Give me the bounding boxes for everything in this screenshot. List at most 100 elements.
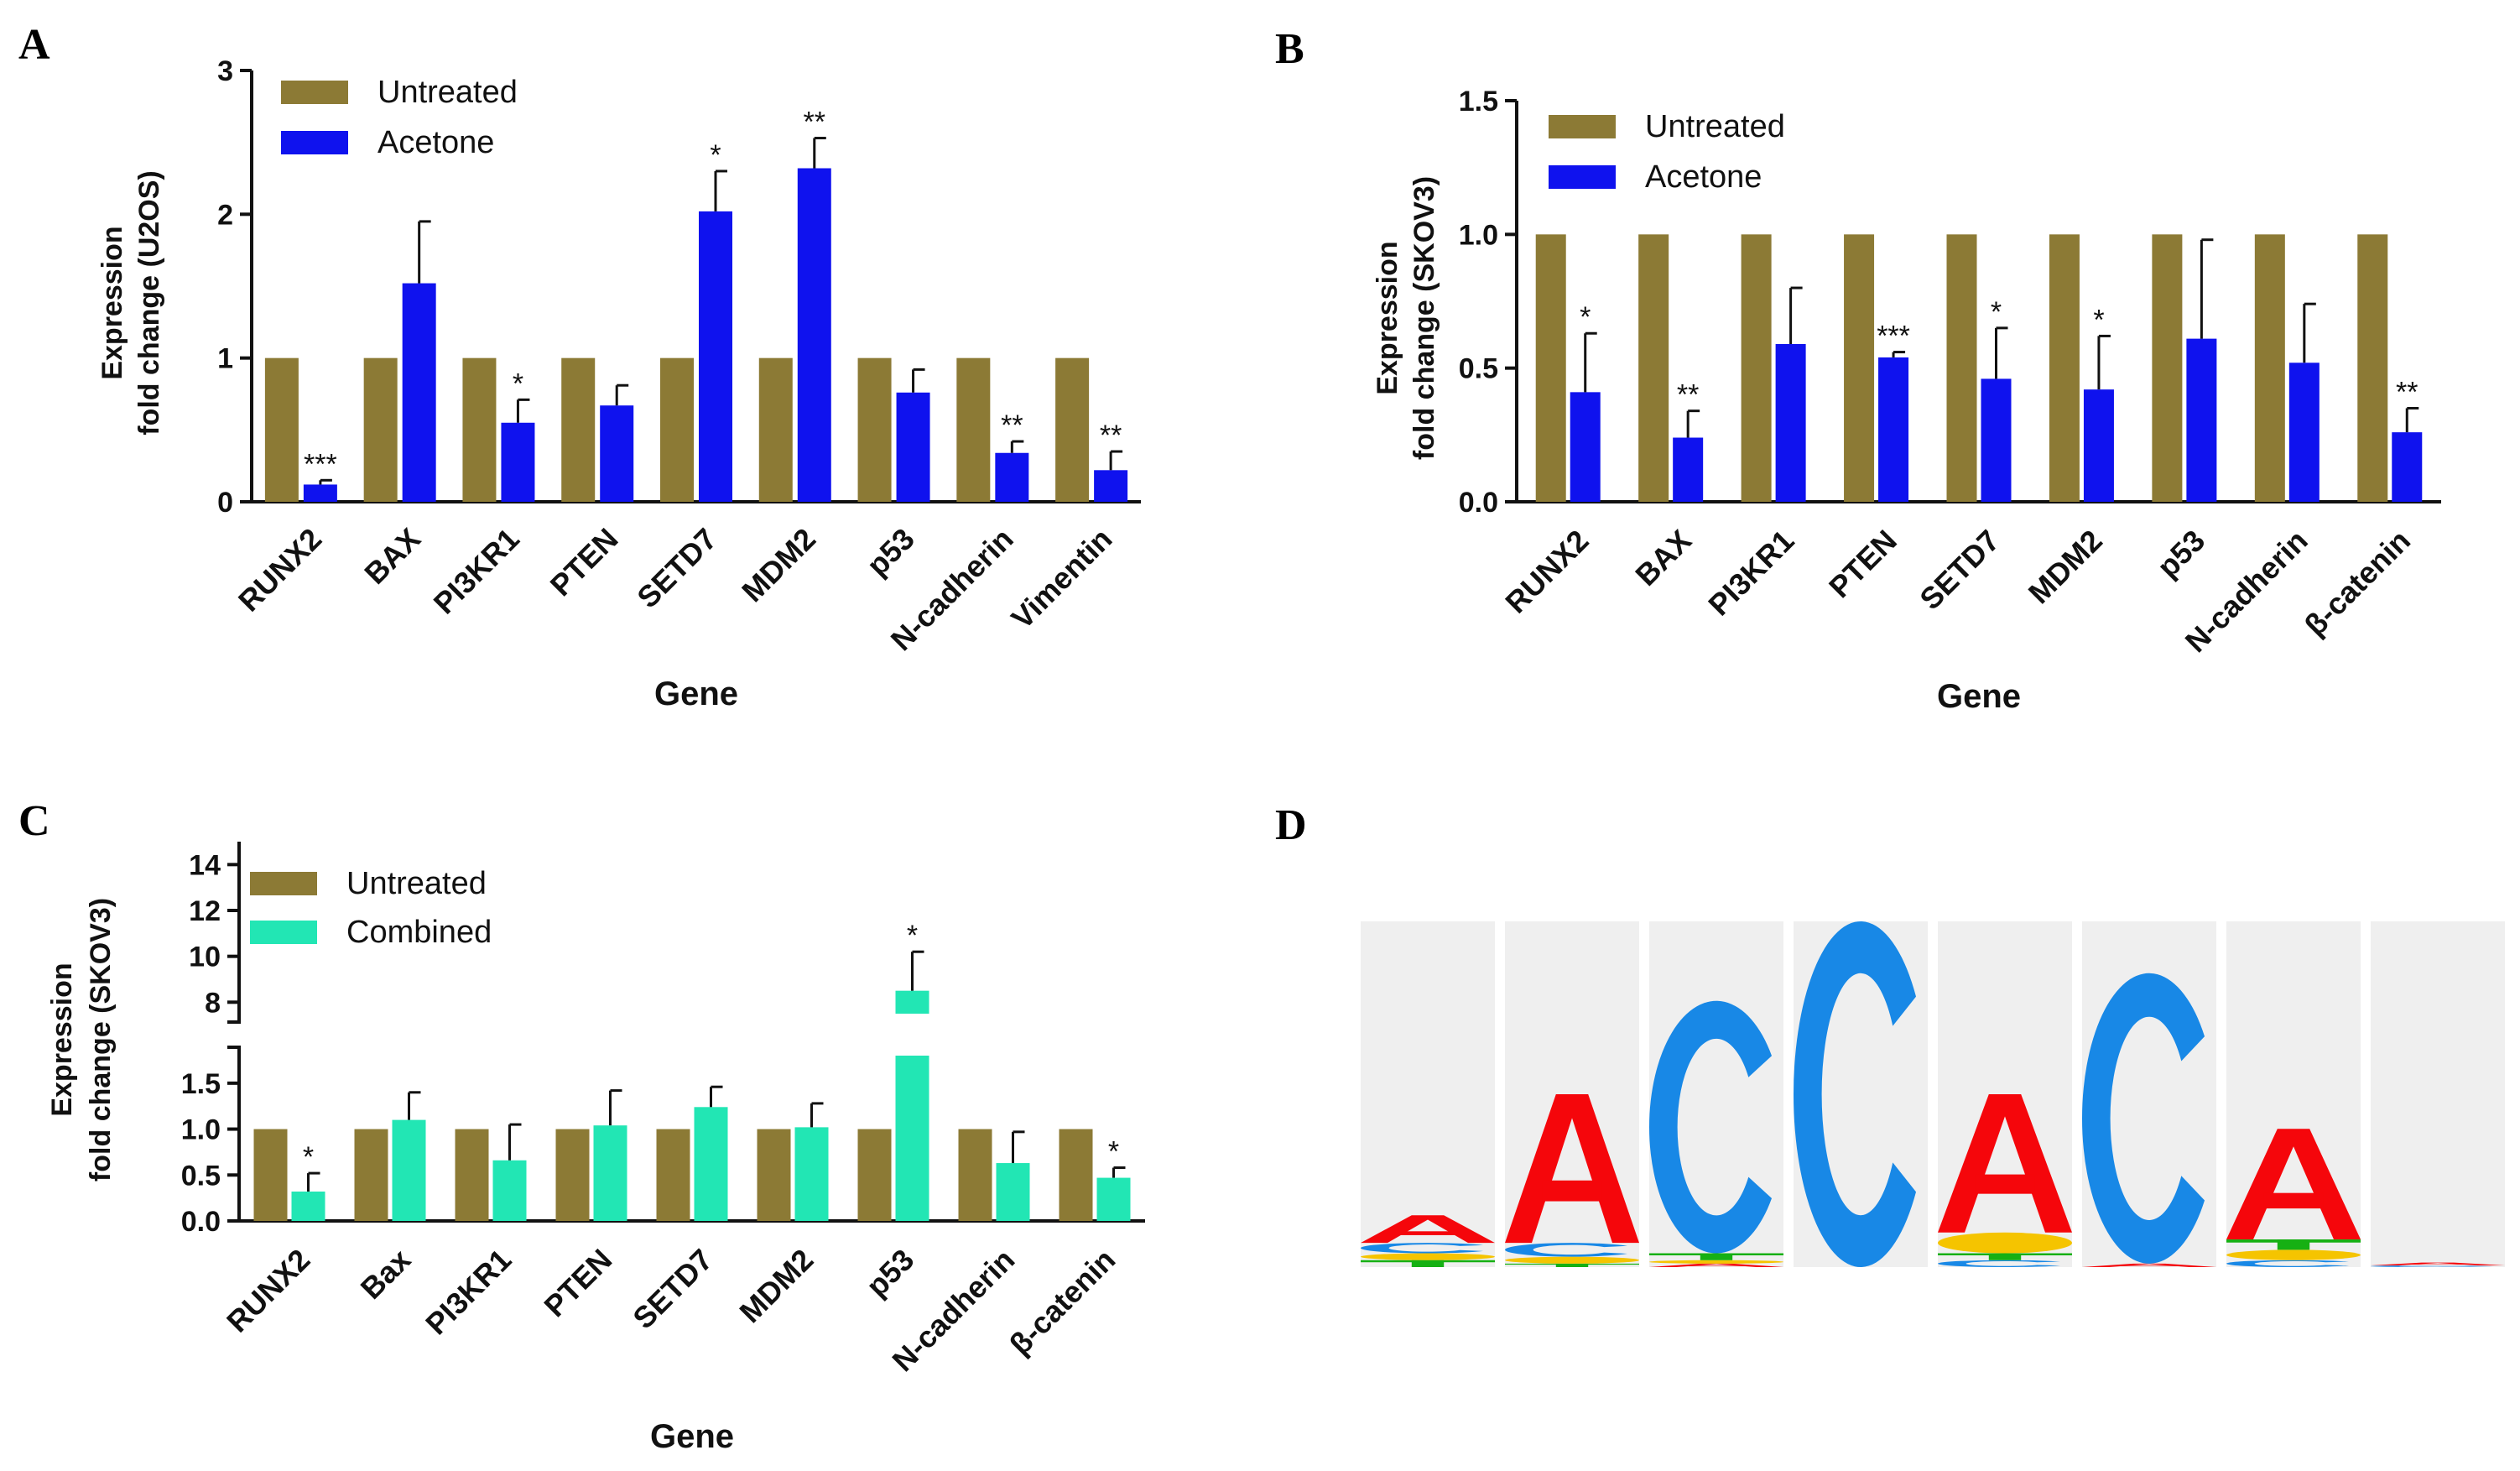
bar-treated-setd7	[699, 211, 732, 502]
category-label-runx2: RUNX2	[1498, 523, 1595, 619]
logo-glyph-stem	[1988, 1253, 2022, 1260]
bar-untreated-p53	[857, 357, 892, 502]
logo-glyph-stem	[1411, 1260, 1445, 1267]
logo-letter-a	[1361, 1215, 1495, 1244]
logo-letter-c	[1505, 1243, 1628, 1257]
panel-letter-a: A	[18, 21, 50, 69]
logo-glyph	[1649, 1263, 1783, 1267]
y-tick-label: 1	[217, 343, 233, 375]
y-tick-label: 1.0	[181, 1114, 221, 1146]
logo-glyph	[2371, 1262, 2505, 1265]
y-tick-label: 0.0	[181, 1206, 221, 1238]
y-tick-label: 8	[205, 987, 221, 1019]
logo-glyph-stem	[2277, 1239, 2310, 1250]
bar-treated-mdm2	[2083, 389, 2114, 502]
bar-untreated-runx2	[253, 1129, 288, 1221]
y-axis-label: Expression fold change (SKOV3)	[46, 898, 117, 1181]
significance-setd7: *	[710, 139, 721, 171]
legend-label-untreated: Untreated	[346, 866, 487, 901]
bar-untreated-vimentin	[1055, 357, 1090, 502]
y-axis-label-line: fold change (U2OS)	[133, 170, 165, 435]
logo-glyph-bar	[2119, 1265, 2179, 1266]
bar-treated-pten	[1878, 357, 1909, 502]
category-label-runx2: RUNX2	[232, 521, 328, 618]
bar-untreated-bax	[363, 357, 398, 502]
logo-letter-g	[1649, 1260, 1783, 1264]
bar-untreated-mdm2	[2049, 234, 2080, 502]
logo-glyph	[1505, 1256, 1639, 1264]
bar-treated-p53	[896, 392, 930, 502]
logo-letter-c	[1794, 921, 1917, 1267]
logo-letter-g	[2226, 1249, 2361, 1260]
bar-treated-runx2	[1570, 392, 1601, 502]
panel-letter-d: D	[1275, 801, 1307, 849]
significance-vimentin: **	[1100, 420, 1122, 451]
bar-treated-p53	[2186, 338, 2217, 502]
legend-swatch-untreated	[281, 81, 348, 104]
y-axis-label: Expression fold change (SKOV3)	[1372, 176, 1440, 460]
legend-label-acetone: Acetone	[1645, 159, 1762, 195]
logo-letter-c	[2226, 1260, 2350, 1268]
panel-letter-b: B	[1275, 25, 1304, 73]
legend-swatch-untreated	[250, 872, 317, 895]
category-label-bax: BAX	[357, 521, 427, 591]
logo-letter-a	[1649, 1263, 1783, 1267]
logo-letter-t	[2226, 1239, 2361, 1250]
logo-glyph	[1505, 1094, 1639, 1244]
category-label-pten: PTEN	[544, 521, 625, 602]
bar-treated-n-cadherin	[2288, 363, 2320, 502]
logo-glyph-bar	[1398, 1231, 1458, 1235]
bar-combined-pi3kr1	[492, 1160, 527, 1221]
bar-untreated-n-cadherin	[958, 1129, 992, 1221]
bar-untreated-setd7	[1946, 234, 1977, 502]
bar-combined-n-cadherin	[996, 1163, 1030, 1221]
logo-glyph	[1938, 1094, 2072, 1233]
significance-catenin: *	[1108, 1136, 1119, 1168]
bar-untreated-pi3kr1	[462, 357, 497, 502]
logo-glyph-bar	[2263, 1192, 2324, 1209]
bar-treated-mdm2	[797, 168, 831, 503]
y-tick-label: 1.5	[1459, 86, 1498, 117]
logo-letter-a	[2371, 1262, 2505, 1265]
significance-mdm2: **	[804, 107, 825, 138]
category-label-bax: Bax	[354, 1242, 418, 1306]
x-axis-label: Gene	[654, 676, 738, 712]
category-label-setd7: SETD7	[626, 1242, 719, 1335]
bar-treated-setd7	[1981, 378, 2012, 502]
significance-pten: ***	[1877, 321, 1910, 352]
panel-letter-c: C	[18, 797, 50, 845]
logo-glyph-stem	[1555, 1263, 1589, 1267]
significance-mdm2: *	[2093, 304, 2104, 336]
y-tick-label: 1.0	[1459, 219, 1498, 251]
logo-glyph-bar	[1542, 1180, 1602, 1202]
bar-untreated-catenin	[2357, 234, 2388, 502]
logo-column-background	[1361, 921, 1495, 1267]
bar-untreated-pten	[555, 1129, 590, 1221]
legend-swatch-combined	[250, 921, 317, 944]
y-tick-label: 12	[189, 895, 221, 927]
bar-treated-vimentin	[1094, 470, 1128, 502]
legend-swatch-untreated	[1549, 115, 1616, 138]
y-tick-label: 3	[217, 55, 233, 87]
bar-treated-pi3kr1	[501, 422, 535, 502]
legend-swatch-acetone	[281, 131, 348, 154]
logo-letter-t	[1938, 1253, 2072, 1260]
y-axis-label-line: Expression	[1372, 241, 1403, 394]
logo-letter-g	[1505, 1256, 1639, 1264]
significance-p53: *	[907, 920, 918, 952]
y-axis-label-line: Expression	[46, 962, 78, 1116]
bar-untreated-pi3kr1	[455, 1129, 489, 1221]
category-label-setd7: SETD7	[630, 521, 723, 614]
category-label-p53: p53	[859, 1242, 920, 1303]
bar-untreated-setd7	[656, 1129, 690, 1221]
logo-glyph	[2226, 1129, 2361, 1240]
legend-label-untreated: Untreated	[377, 75, 518, 110]
bar-untreated-pten	[1844, 234, 1875, 502]
logo-glyph-bar	[1686, 1265, 1747, 1266]
x-axis-label: Gene	[1937, 678, 2021, 715]
logo-glyph	[2226, 1260, 2350, 1268]
significance-runx2: *	[303, 1141, 314, 1173]
bar-treated-runx2	[303, 484, 337, 502]
y-axis-label-line: Expression	[96, 226, 128, 379]
